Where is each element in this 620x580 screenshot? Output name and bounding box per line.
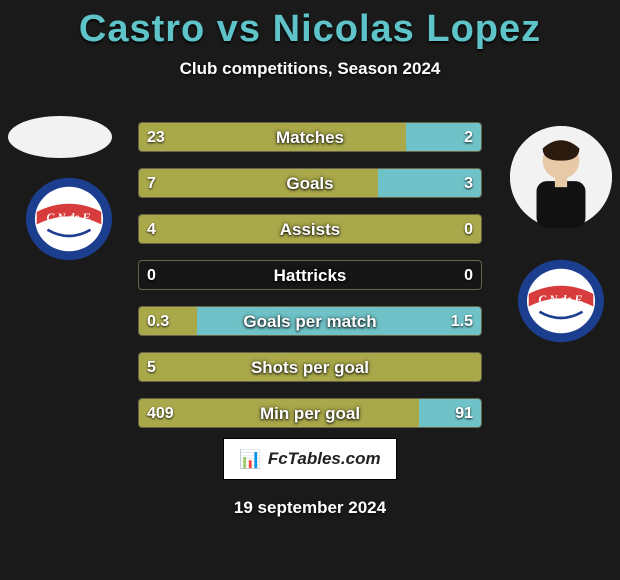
player1-avatar <box>8 116 112 158</box>
stat-label: Hattricks <box>139 261 481 289</box>
page-title: Castro vs Nicolas Lopez <box>0 0 620 51</box>
player2-avatar-svg <box>510 126 612 228</box>
stat-row: 40Assists <box>138 214 482 244</box>
player1-club-crest: C.N.de F. <box>24 176 114 262</box>
svg-text:C.N.de F.: C.N.de F. <box>539 293 584 306</box>
page-subtitle: Club competitions, Season 2024 <box>0 59 620 79</box>
stat-row: 00Hattricks <box>138 260 482 290</box>
stat-row: 0.31.5Goals per match <box>138 306 482 336</box>
stat-row: 5Shots per goal <box>138 352 482 382</box>
stat-row: 73Goals <box>138 168 482 198</box>
brand-logo[interactable]: 📊 FcTables.com <box>223 438 397 480</box>
stat-row: 40991Min per goal <box>138 398 482 428</box>
chart-icon: 📊 <box>239 449 261 470</box>
stat-label: Shots per goal <box>139 353 481 381</box>
player2-club-crest: C.N.de F. <box>516 258 606 344</box>
stat-label: Goals <box>139 169 481 197</box>
stat-label: Matches <box>139 123 481 151</box>
brand-text: FcTables.com <box>268 449 381 469</box>
stat-label: Goals per match <box>139 307 481 335</box>
stat-label: Min per goal <box>139 399 481 427</box>
svg-text:C.N.de F.: C.N.de F. <box>47 211 92 224</box>
footer-date: 19 september 2024 <box>0 498 620 518</box>
stat-row: 232Matches <box>138 122 482 152</box>
player2-avatar <box>510 126 612 228</box>
stat-label: Assists <box>139 215 481 243</box>
stats-container: 232Matches 73Goals 40Assists 00Hattricks 0.3… <box>138 122 482 444</box>
